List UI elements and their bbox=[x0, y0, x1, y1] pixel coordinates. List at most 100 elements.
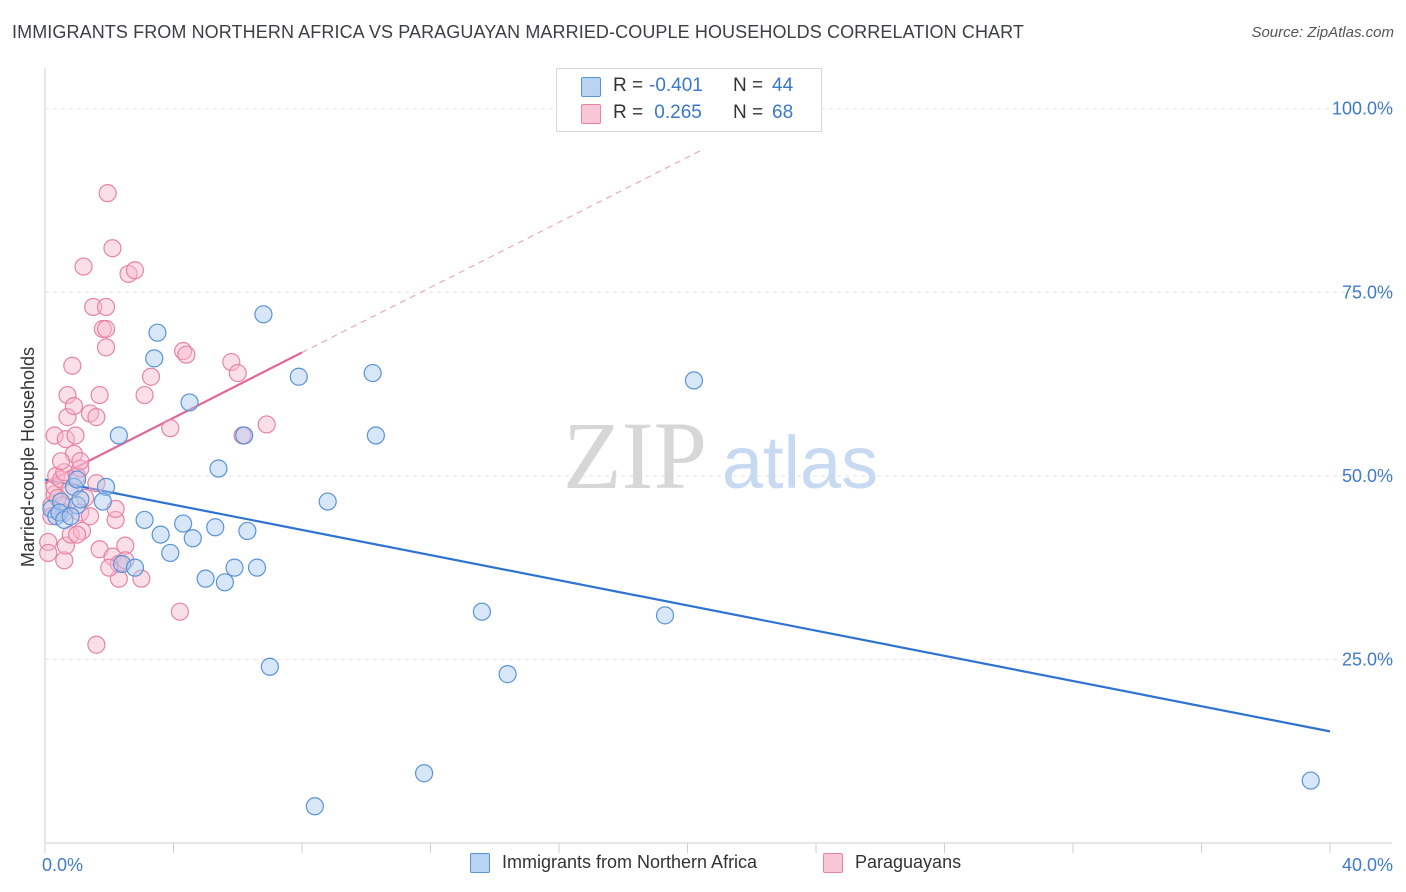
paraguayans-point bbox=[96, 338, 116, 357]
legend-r-value: 0.265 bbox=[649, 102, 702, 123]
northern-africa-point bbox=[684, 371, 704, 390]
paraguayans-point bbox=[90, 385, 109, 405]
northern-africa-points bbox=[42, 305, 1320, 816]
correlation-legend: R = -0.401 N = 44 R = 0.265 N = 68 bbox=[556, 68, 822, 132]
legend-label: Paraguayans bbox=[855, 852, 962, 872]
paraguayans-point bbox=[87, 408, 106, 427]
paraguayans-point bbox=[103, 239, 122, 258]
legend-swatch-pink bbox=[823, 853, 843, 873]
northern-africa-point bbox=[225, 558, 244, 577]
northern-africa-point bbox=[161, 543, 180, 563]
legend-n-label: N = bbox=[733, 75, 764, 96]
northern-africa-point bbox=[289, 367, 308, 386]
legend-n-value: 44 bbox=[772, 75, 794, 96]
paraguayans-trend-extension bbox=[301, 148, 704, 354]
paraguayans-point bbox=[58, 385, 77, 405]
legend-n-value: 68 bbox=[772, 102, 794, 123]
paraguayans-point bbox=[141, 367, 161, 386]
paraguayans-point bbox=[96, 297, 116, 317]
trend-lines bbox=[44, 148, 1331, 733]
northern-africa-point bbox=[260, 657, 279, 676]
paraguayans-point bbox=[64, 397, 84, 416]
northern-africa-point bbox=[151, 525, 170, 544]
paraguayans-point bbox=[96, 319, 116, 339]
paraguayans-point bbox=[177, 345, 196, 364]
paraguayans-point bbox=[228, 363, 247, 383]
legend-r-label: R = bbox=[613, 75, 644, 96]
y-axis-title: Married-couple Households bbox=[18, 347, 38, 567]
x-tick-label: 0.0% bbox=[42, 855, 83, 875]
paraguayans-trend-line bbox=[44, 351, 303, 485]
watermark-zip: ZIP bbox=[563, 402, 707, 509]
northern-africa-point bbox=[68, 470, 87, 489]
paraguayans-point bbox=[71, 452, 90, 471]
legend-swatch-blue bbox=[470, 853, 490, 873]
paraguayans-points bbox=[39, 184, 276, 654]
northern-africa-point bbox=[206, 518, 225, 537]
paraguayans-point bbox=[87, 474, 106, 493]
paraguayans-point bbox=[51, 452, 71, 471]
paraguayans-point bbox=[63, 356, 82, 375]
paraguayans-point bbox=[222, 352, 241, 372]
northern-africa-point bbox=[145, 349, 164, 368]
paraguayans-point bbox=[161, 419, 180, 438]
northern-africa-point bbox=[235, 426, 254, 445]
northern-africa-point bbox=[109, 426, 128, 445]
paraguayans-point bbox=[80, 507, 100, 526]
paraguayans-point bbox=[55, 551, 74, 570]
northern-africa-point bbox=[196, 569, 215, 588]
northern-africa-point bbox=[414, 764, 434, 783]
legend-r-label: R = bbox=[613, 102, 644, 123]
northern-africa-point bbox=[61, 507, 80, 526]
northern-africa-point bbox=[472, 602, 491, 621]
legend-n-label: N = bbox=[733, 102, 764, 123]
northern-africa-point bbox=[174, 514, 193, 533]
paraguayans-point bbox=[116, 536, 135, 555]
chart-title: IMMIGRANTS FROM NORTHERN AFRICA VS PARAG… bbox=[12, 22, 1025, 42]
y-tick-label: 75.0% bbox=[1342, 282, 1393, 302]
northern-africa-point bbox=[180, 393, 199, 412]
paraguayans-point bbox=[45, 426, 64, 445]
paraguayans-point bbox=[39, 543, 58, 563]
northern-africa-point bbox=[254, 305, 273, 324]
watermark: ZIP atlas bbox=[563, 402, 878, 509]
northern-africa-point bbox=[318, 492, 337, 511]
legend-swatch-blue bbox=[581, 77, 601, 97]
northern-africa-point bbox=[135, 510, 154, 530]
northern-africa-trend-line bbox=[44, 478, 1331, 733]
northern-africa-point bbox=[305, 797, 324, 816]
paraguayans-point bbox=[257, 415, 276, 434]
paraguayans-point bbox=[71, 459, 90, 478]
legend-r-value: -0.401 bbox=[649, 75, 703, 96]
axes bbox=[44, 68, 1392, 853]
y-tick-label: 50.0% bbox=[1342, 466, 1393, 486]
northern-africa-point bbox=[655, 606, 675, 625]
x-tick-label: 40.0% bbox=[1342, 855, 1393, 875]
paraguayans-point bbox=[56, 430, 75, 449]
paraguayans-point bbox=[58, 408, 77, 427]
paraguayans-point bbox=[125, 261, 145, 280]
paraguayans-point bbox=[135, 385, 154, 405]
paraguayans-point bbox=[68, 525, 87, 544]
northern-africa-point bbox=[238, 521, 257, 541]
paraguayans-point bbox=[98, 184, 117, 203]
northern-africa-point bbox=[93, 492, 112, 511]
paraguayans-point bbox=[170, 602, 190, 621]
paraguayans-point bbox=[84, 297, 103, 317]
northern-africa-point bbox=[363, 363, 382, 383]
northern-africa-point bbox=[498, 665, 517, 684]
source-label: Source: ZipAtlas.com bbox=[1251, 24, 1394, 41]
axis-labels: 25.0% 50.0% 75.0% 100.0% 0.0% 40.0% Married-co… bbox=[18, 99, 1393, 875]
paraguayans-point bbox=[66, 426, 85, 445]
y-tick-label: 100.0% bbox=[1332, 99, 1393, 119]
northern-africa-point bbox=[247, 558, 267, 577]
grid-lines bbox=[45, 108, 1392, 660]
paraguayans-point bbox=[87, 635, 106, 654]
northern-africa-point bbox=[125, 558, 145, 577]
northern-africa-point bbox=[215, 573, 234, 592]
y-tick-label: 25.0% bbox=[1342, 649, 1393, 669]
paraguayans-point bbox=[56, 536, 75, 555]
northern-africa-point bbox=[209, 459, 228, 478]
legend-label: Immigrants from Northern Africa bbox=[502, 852, 758, 872]
